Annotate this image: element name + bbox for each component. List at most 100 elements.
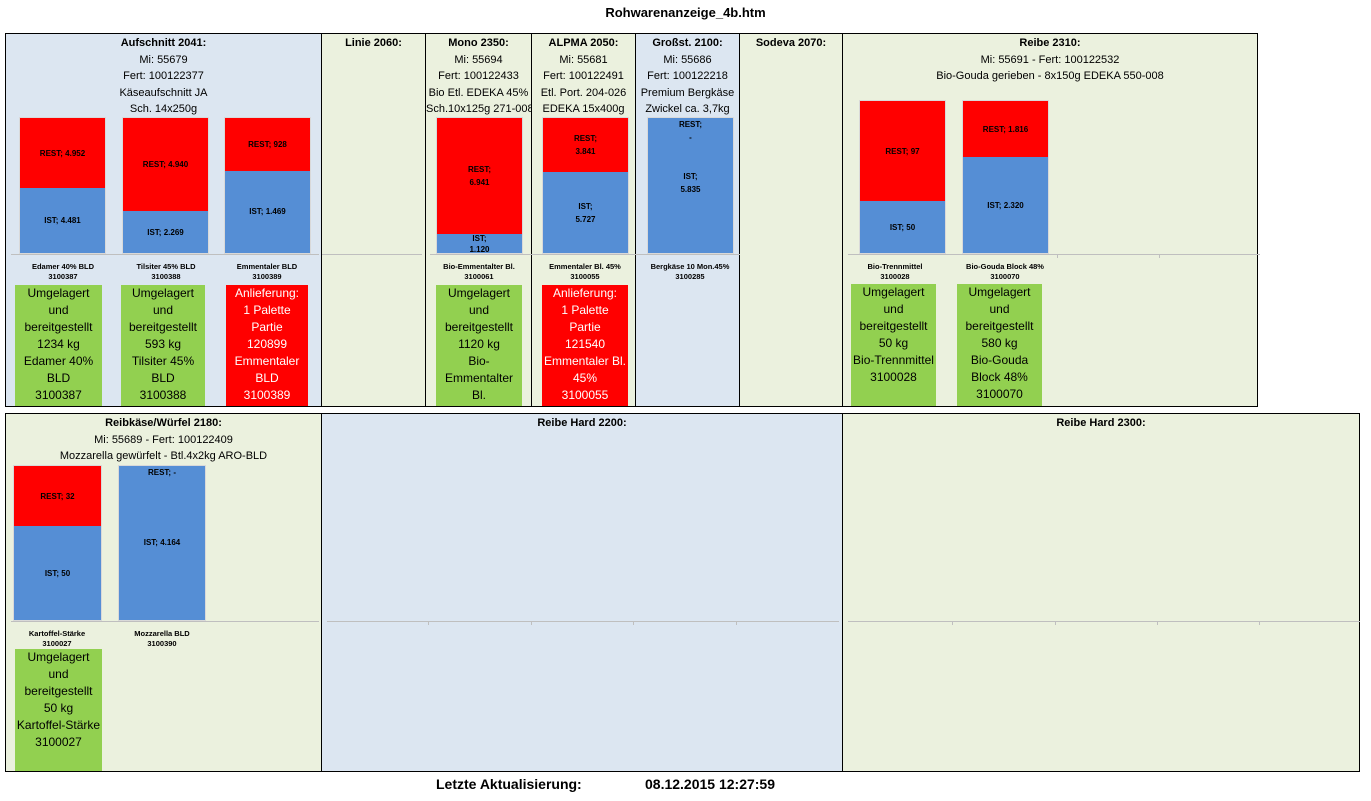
line-reibe-hard-2200: Reibe Hard 2200: <box>322 414 843 771</box>
ist-segment: REST; - IST; 5.835 <box>648 118 733 253</box>
chart-axis <box>11 621 319 622</box>
stock-bar-bergkaese: REST; - IST; 5.835 <box>647 117 734 254</box>
rest-segment: REST; 6.941 <box>437 118 522 235</box>
chart-tick <box>531 621 532 625</box>
ist-label: IST; <box>987 200 1002 210</box>
chart-tick <box>736 621 737 625</box>
rest-value: - <box>173 468 177 477</box>
material-name: Emmentaler Bl. 45% <box>549 262 621 271</box>
rest-value: 1.816 <box>1008 124 1029 134</box>
material-name: Bio-Trennmittel <box>867 262 923 271</box>
box-line: und <box>152 303 174 317</box>
ist-label: IST; <box>44 568 60 578</box>
box-line: Anlieferung: <box>234 286 300 300</box>
status-box-kartoffel[interactable]: Umgelagert und bereitgestellt 50 kg Kart… <box>15 649 102 771</box>
ist-label: IST; <box>683 172 698 181</box>
line-linie-2060: Linie 2060: <box>322 34 426 406</box>
ist-segment: IST; 50 <box>860 201 945 253</box>
material-number: 3100388 <box>151 272 181 281</box>
ist-label: IST; <box>249 207 264 217</box>
material-number: 3100387 <box>48 272 78 281</box>
product-pack: Sch.10x125g 271-008 <box>426 103 534 115</box>
rest-segment: REST; 97 <box>860 101 945 202</box>
material-name: Tilsiter 45% BLD <box>136 262 196 271</box>
rest-label: REST; <box>142 160 166 170</box>
box-line: 50 kg <box>878 336 909 350</box>
ist-segment: IST; 2.269 <box>123 211 208 253</box>
line-header: Großst. 2100: <box>652 37 723 49</box>
line-reibe-hard-2300: Reibe Hard 2300: <box>843 414 1359 771</box>
ist-segment: IST; 50 <box>14 526 101 620</box>
status-box-emmentaler-bl45[interactable]: Anlieferung: 1 Palette Partie 121540 Emm… <box>542 285 628 406</box>
product-name: Käseaufschnitt JA <box>119 86 208 99</box>
mi-fert-number: Mi: 55691 - Fert: 100122532 <box>980 53 1120 66</box>
rest-segment: REST; 1.816 <box>963 101 1048 158</box>
material-label: Bio-Gouda Block 48% 3100070 <box>955 262 1055 282</box>
chart-axis <box>430 254 740 255</box>
box-line: Umgelagert <box>968 285 1031 299</box>
status-box-edamer[interactable]: Umgelagert und bereitgestellt 1234 kg Ed… <box>15 285 102 406</box>
material-label: Bio-Trennmittel 3100028 <box>845 262 945 282</box>
chart-tick <box>1157 621 1158 625</box>
rest-row: REST; - <box>148 466 176 479</box>
ist-label: IST; <box>472 233 487 243</box>
ist-value: 4.481 <box>60 216 81 226</box>
line-header: Reibe 2310: <box>1019 37 1081 49</box>
line-header: Reibkäse/Würfel 2180: <box>105 417 222 429</box>
rest-label: REST; <box>39 148 63 158</box>
mi-number: Mi: 55679 <box>139 53 188 66</box>
chart-axis <box>848 254 1260 255</box>
box-line: 50 kg <box>43 701 74 715</box>
last-update-label: Letzte Aktualisierung: <box>436 776 582 792</box>
rest-label: REST; <box>982 124 1006 134</box>
material-number: 3100070 <box>990 272 1020 281</box>
box-line: 3100388 <box>139 388 187 402</box>
box-line: 45% <box>572 371 598 385</box>
product-pack: Zwickel ca. 3,7kg <box>645 103 730 115</box>
box-line: und <box>883 302 904 316</box>
box-line: Tilsiter 45% <box>131 354 195 368</box>
box-line: BLD <box>255 371 279 385</box>
ist-segment: IST; 4.481 <box>20 188 105 253</box>
box-line: 580 kg <box>981 336 1018 350</box>
chart-axis <box>848 621 1360 622</box>
box-line: BLD <box>151 371 175 385</box>
box-line: Kartoffel-Stärke <box>16 718 101 732</box>
ist-label: IST; <box>578 201 593 211</box>
status-box-emmentaler-bld[interactable]: Anlieferung: 1 Palette Partie 120899 Emm… <box>226 285 308 406</box>
material-name: Emmentaler BLD <box>236 262 298 271</box>
stock-bar-emmentaler-bl45: REST; 3.841 IST; 5.727 <box>542 117 629 254</box>
material-number: 3100390 <box>147 639 177 648</box>
material-label: Mozzarella BLD 3100390 <box>112 629 212 649</box>
stock-bar-mozzarella: REST; - IST; 4.164 <box>118 465 206 621</box>
ist-value: 4.164 <box>160 538 181 547</box>
material-label: Emmentaler Bl. 45% 3100055 <box>535 262 635 282</box>
line-header: Linie 2060: <box>345 37 402 49</box>
box-line: Umgelagert <box>862 285 925 299</box>
product-pack: EDEKA 15x400g <box>542 103 625 115</box>
line-header: Sodeva 2070: <box>755 37 827 49</box>
last-update-timestamp: 08.12.2015 12:27:59 <box>645 776 775 792</box>
ist-label: IST; <box>889 222 905 232</box>
box-line: 1 Palette <box>561 303 609 317</box>
line-header: ALPMA 2050: <box>548 37 619 49</box>
stock-bar-tilsiter: REST; 4.940 IST; 2.269 <box>122 117 209 254</box>
box-line: Partie <box>569 320 601 334</box>
status-box-tilsiter[interactable]: Umgelagert und bereitgestellt 593 kg Til… <box>121 285 205 406</box>
ist-row: IST; 4.164 <box>144 536 181 549</box>
box-line: 1234 kg <box>37 337 80 351</box>
status-box-trennmittel[interactable]: Umgelagert und bereitgestellt 50 kg Bio-… <box>851 284 936 406</box>
ist-label: IST; <box>44 216 59 226</box>
ist-label: IST; <box>143 538 158 547</box>
box-line: 3100070 <box>976 387 1023 401</box>
box-line: 120899 <box>246 337 288 351</box>
box-line: und <box>468 303 490 317</box>
box-line: 3100028 <box>870 370 917 384</box>
rest-value: 97 <box>910 146 920 156</box>
material-label: Edamer 40% BLD 3100387 <box>13 262 113 282</box>
stock-bar-trennmittel: REST; 97 IST; 50 <box>859 100 946 254</box>
status-box-bio-emmentaler[interactable]: Umgelagert und bereitgestellt 1120 kg Bi… <box>436 285 522 406</box>
material-number: 3100285 <box>675 272 705 281</box>
status-box-gouda[interactable]: Umgelagert und bereitgestellt 580 kg Bio… <box>957 284 1042 406</box>
rest-segment: REST; 4.940 <box>123 118 208 212</box>
